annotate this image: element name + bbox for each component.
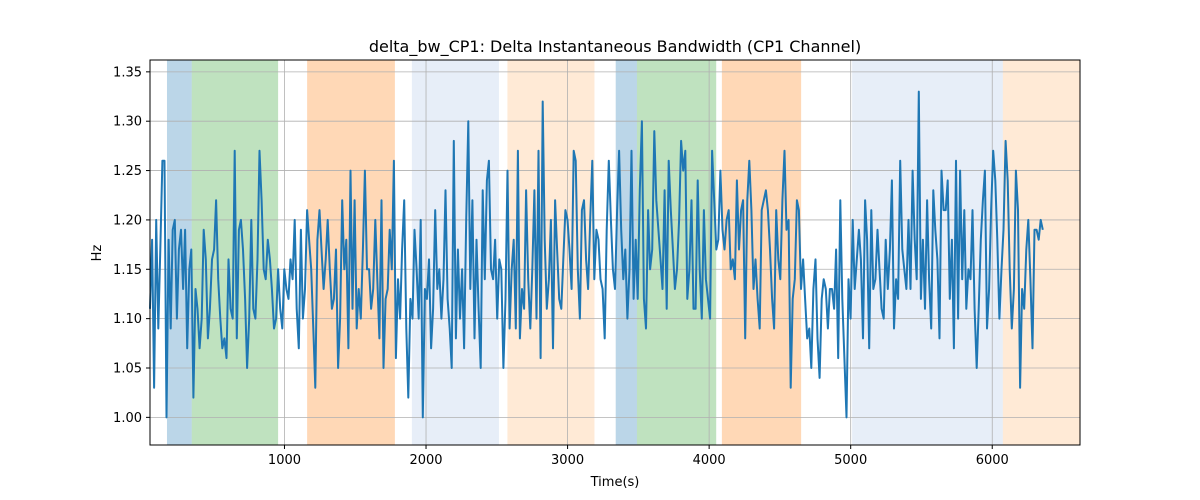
x-tick-label-4: 5000: [834, 453, 867, 468]
y-tick-label-4: 1.20: [113, 213, 142, 228]
series-line: [149, 90, 1044, 419]
highlight-band-9: [1002, 60, 1080, 445]
y-tick-label-7: 1.35: [113, 65, 142, 80]
x-tick-label-3: 4000: [693, 453, 726, 468]
y-axis-label: Hz: [90, 245, 105, 262]
x-tick-label-5: 6000: [976, 453, 1009, 468]
y-tick-label-2: 1.10: [113, 312, 142, 327]
y-axis-ticks: 1.00 1.05 1.10 1.15 1.20 1.25 1.30 1.35: [113, 65, 150, 426]
chart-title: delta_bw_CP1: Delta Instantaneous Bandwi…: [369, 37, 861, 57]
y-tick-label-5: 1.25: [113, 164, 142, 179]
x-axis-label: Time(s): [590, 475, 640, 490]
y-tick-label-0: 1.00: [113, 411, 142, 426]
y-tick-label-1: 1.05: [113, 362, 142, 377]
series-group: [149, 90, 1044, 419]
x-tick-label-1: 2000: [409, 453, 442, 468]
x-tick-label-0: 1000: [268, 453, 301, 468]
y-tick-label-3: 1.15: [113, 263, 142, 278]
x-tick-label-2: 3000: [551, 453, 584, 468]
y-tick-label-6: 1.30: [113, 115, 142, 130]
x-axis-ticks: 1000 2000 3000 4000 5000 6000: [268, 445, 1009, 468]
plot-frame: [149, 59, 1081, 446]
